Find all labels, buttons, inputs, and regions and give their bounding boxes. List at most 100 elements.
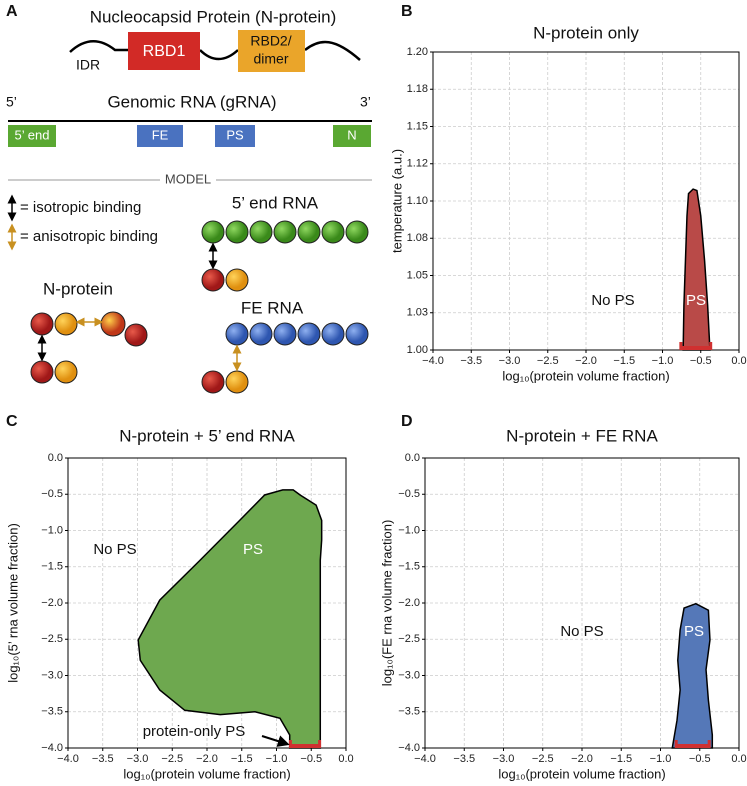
y-tick-label: −3.0 bbox=[41, 669, 63, 681]
y-tick-label: −1.5 bbox=[398, 561, 420, 573]
x-tick-label: −2.5 bbox=[161, 753, 183, 765]
x-axis-label: log₁₀(protein volume fraction) bbox=[123, 766, 290, 781]
x-tick-label: −2.5 bbox=[532, 753, 554, 765]
x-tick-label: −1.5 bbox=[231, 753, 253, 765]
x-tick-label: 0.0 bbox=[731, 355, 746, 367]
x-tick-label: −1.5 bbox=[613, 355, 635, 367]
segment-box bbox=[333, 125, 371, 147]
x-axis-label: log₁₀(protein volume fraction) bbox=[498, 766, 665, 781]
segment-label: N bbox=[347, 127, 356, 142]
y-tick-label: 1.00 bbox=[407, 344, 428, 356]
y-tick-label: −2.5 bbox=[398, 633, 420, 645]
x-axis-label: log₁₀(protein volume fraction) bbox=[502, 368, 669, 383]
y-tick-label: −3.0 bbox=[398, 669, 420, 681]
x-tick-label: −4.0 bbox=[414, 753, 436, 765]
rna-model-title: FE RNA bbox=[241, 298, 304, 317]
annotation: PS bbox=[686, 292, 706, 309]
rbd2-label: RBD2/ bbox=[250, 33, 291, 49]
y-tick-label: 0.0 bbox=[405, 452, 420, 464]
x-tick-label: −4.0 bbox=[57, 753, 79, 765]
y-tick-label: −1.5 bbox=[41, 561, 63, 573]
phase-region bbox=[137, 489, 323, 749]
idr-line bbox=[69, 40, 361, 61]
x-tick-label: −0.5 bbox=[300, 753, 322, 765]
panel-labels: A B C D bbox=[6, 3, 413, 430]
x-tick-label: −3.0 bbox=[127, 753, 149, 765]
y-tick-label: 1.05 bbox=[407, 269, 428, 281]
phase-region bbox=[671, 602, 714, 749]
protein-title: Nucleocapsid Protein (N-protein) bbox=[90, 7, 337, 26]
x-tick-label: −0.5 bbox=[690, 355, 712, 367]
model-bg bbox=[160, 172, 216, 188]
x-tick-label: −4.0 bbox=[422, 355, 444, 367]
y-tick-label: 1.03 bbox=[407, 307, 428, 319]
rbd2-box bbox=[238, 30, 305, 72]
annotation: PS bbox=[684, 623, 704, 640]
five-prime: 5’ bbox=[6, 94, 17, 110]
y-axis-label: log₁₀(FE rna volume fraction) bbox=[379, 520, 394, 687]
segment-label: PS bbox=[226, 127, 244, 142]
rbd2-label: dimer bbox=[253, 51, 288, 67]
y-tick-label: −2.0 bbox=[398, 597, 420, 609]
annotation-arrow bbox=[261, 735, 290, 747]
y-tick-label: −4.0 bbox=[398, 742, 420, 754]
rbd1-label: RBD1 bbox=[143, 43, 186, 60]
x-tick-label: 0.0 bbox=[338, 753, 353, 765]
y-tick-label: 1.10 bbox=[407, 195, 428, 207]
rna-title: Genomic RNA (gRNA) bbox=[107, 92, 276, 111]
plot-frame bbox=[432, 51, 740, 351]
segment-box bbox=[8, 125, 56, 147]
model-label: MODEL bbox=[165, 171, 211, 186]
panel-label: A bbox=[6, 3, 18, 20]
protein-model-title: N-protein bbox=[43, 279, 113, 298]
three-prime: 3’ bbox=[360, 94, 371, 110]
y-axis-label: temperature (a.u.) bbox=[389, 149, 404, 253]
y-tick-label: 0.0 bbox=[48, 452, 63, 464]
panel-label: D bbox=[401, 413, 413, 430]
panel-label: C bbox=[6, 413, 18, 430]
x-tick-label: −2.0 bbox=[571, 753, 593, 765]
y-tick-label: 1.20 bbox=[407, 46, 428, 58]
annotation: No PS bbox=[591, 292, 634, 309]
legend-text: = anisotropic binding bbox=[20, 228, 158, 245]
y-tick-label: 1.18 bbox=[407, 83, 428, 95]
annotation: No PS bbox=[93, 541, 136, 558]
annotation: protein-only PS bbox=[143, 723, 246, 740]
x-tick-label: −2.5 bbox=[537, 355, 559, 367]
x-tick-label: −0.5 bbox=[689, 753, 711, 765]
y-tick-label: −3.5 bbox=[398, 706, 420, 718]
plot-frame bbox=[424, 457, 740, 749]
x-tick-label: −1.5 bbox=[610, 753, 632, 765]
x-tick-label: −2.0 bbox=[575, 355, 597, 367]
chart-title: N-protein only bbox=[533, 23, 639, 42]
x-tick-label: −3.5 bbox=[453, 753, 475, 765]
phase-region bbox=[682, 188, 711, 351]
y-axis-label: log₁₀(5’ rna volume fraction) bbox=[5, 523, 20, 683]
y-tick-label: −1.0 bbox=[398, 524, 420, 536]
x-tick-label: −1.0 bbox=[650, 753, 672, 765]
y-tick-label: −2.5 bbox=[41, 633, 63, 645]
x-tick-label: 0.0 bbox=[731, 753, 746, 765]
plot-frame bbox=[67, 457, 347, 749]
y-tick-label: −3.5 bbox=[41, 706, 63, 718]
x-tick-label: −1.0 bbox=[266, 753, 288, 765]
y-tick-label: −0.5 bbox=[41, 488, 63, 500]
y-tick-label: 1.12 bbox=[407, 158, 428, 170]
rbd1-box bbox=[128, 32, 200, 70]
chart-title: N-protein + 5’ end RNA bbox=[119, 426, 295, 445]
x-tick-label: −2.0 bbox=[196, 753, 218, 765]
y-tick-label: 1.08 bbox=[407, 232, 428, 244]
legend-text: = isotropic binding bbox=[20, 199, 141, 216]
x-tick-label: −1.0 bbox=[652, 355, 674, 367]
annotation: PS bbox=[243, 541, 263, 558]
panel-label: B bbox=[401, 3, 413, 20]
chart-title: N-protein + FE RNA bbox=[506, 426, 658, 445]
x-tick-label: −3.5 bbox=[92, 753, 114, 765]
diagram: Nucleocapsid Protein (N-protein) RBD1 RB… bbox=[6, 7, 372, 394]
segment-box bbox=[215, 125, 255, 147]
green-beads bbox=[201, 220, 369, 292]
idr-label: IDR bbox=[76, 57, 100, 73]
y-tick-label: 1.15 bbox=[407, 120, 428, 132]
y-tick-label: −2.0 bbox=[41, 597, 63, 609]
y-tick-label: −4.0 bbox=[41, 742, 63, 754]
